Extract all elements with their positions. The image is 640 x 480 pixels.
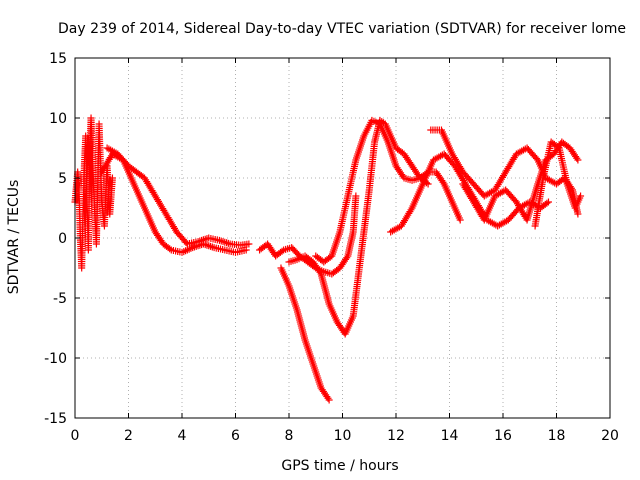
x-tick-label: 18: [548, 428, 566, 444]
x-tick-label: 4: [178, 428, 187, 444]
marker-plus: [103, 144, 253, 249]
series-late-track: [459, 138, 582, 224]
axis-ticks: 0 2 4 6 8 10 12 14 16 18 20 -15 -10 -5 0 5 10 15: [44, 51, 619, 444]
series-end-track: [531, 138, 585, 230]
x-tick-label: 20: [601, 428, 619, 444]
marker-plus: [459, 138, 582, 224]
x-tick-label: 14: [441, 428, 459, 444]
marker-plus: [277, 264, 333, 404]
y-tick-label: 0: [58, 231, 67, 247]
y-tick-label: 15: [49, 51, 67, 67]
x-tick-label: 2: [124, 428, 133, 444]
data-markers: [71, 114, 585, 404]
series-dip-2: [285, 116, 464, 338]
y-axis-label: SDTVAR / TECUs: [6, 180, 22, 295]
y-tick-label: 5: [58, 171, 67, 187]
x-tick-label: 6: [231, 428, 240, 444]
y-tick-label: 10: [49, 111, 67, 127]
chart-title: Day 239 of 2014, Sidereal Day-to-day VTE…: [58, 21, 626, 37]
y-tick-label: -10: [44, 351, 67, 367]
marker-plus: [531, 138, 585, 230]
series-track-b: [103, 144, 253, 249]
x-tick-label: 10: [334, 428, 352, 444]
series-rise-1: [312, 116, 432, 266]
y-tick-label: -15: [44, 411, 67, 427]
marker-plus: [312, 116, 432, 266]
series-dip-1: [277, 264, 333, 404]
x-tick-label: 0: [71, 428, 80, 444]
x-tick-label: 12: [387, 428, 405, 444]
x-tick-label: 8: [285, 428, 294, 444]
x-axis-label: GPS time / hours: [281, 458, 398, 474]
marker-plus: [285, 116, 464, 338]
x-tick-label: 16: [494, 428, 512, 444]
y-tick-label: -5: [53, 291, 67, 307]
